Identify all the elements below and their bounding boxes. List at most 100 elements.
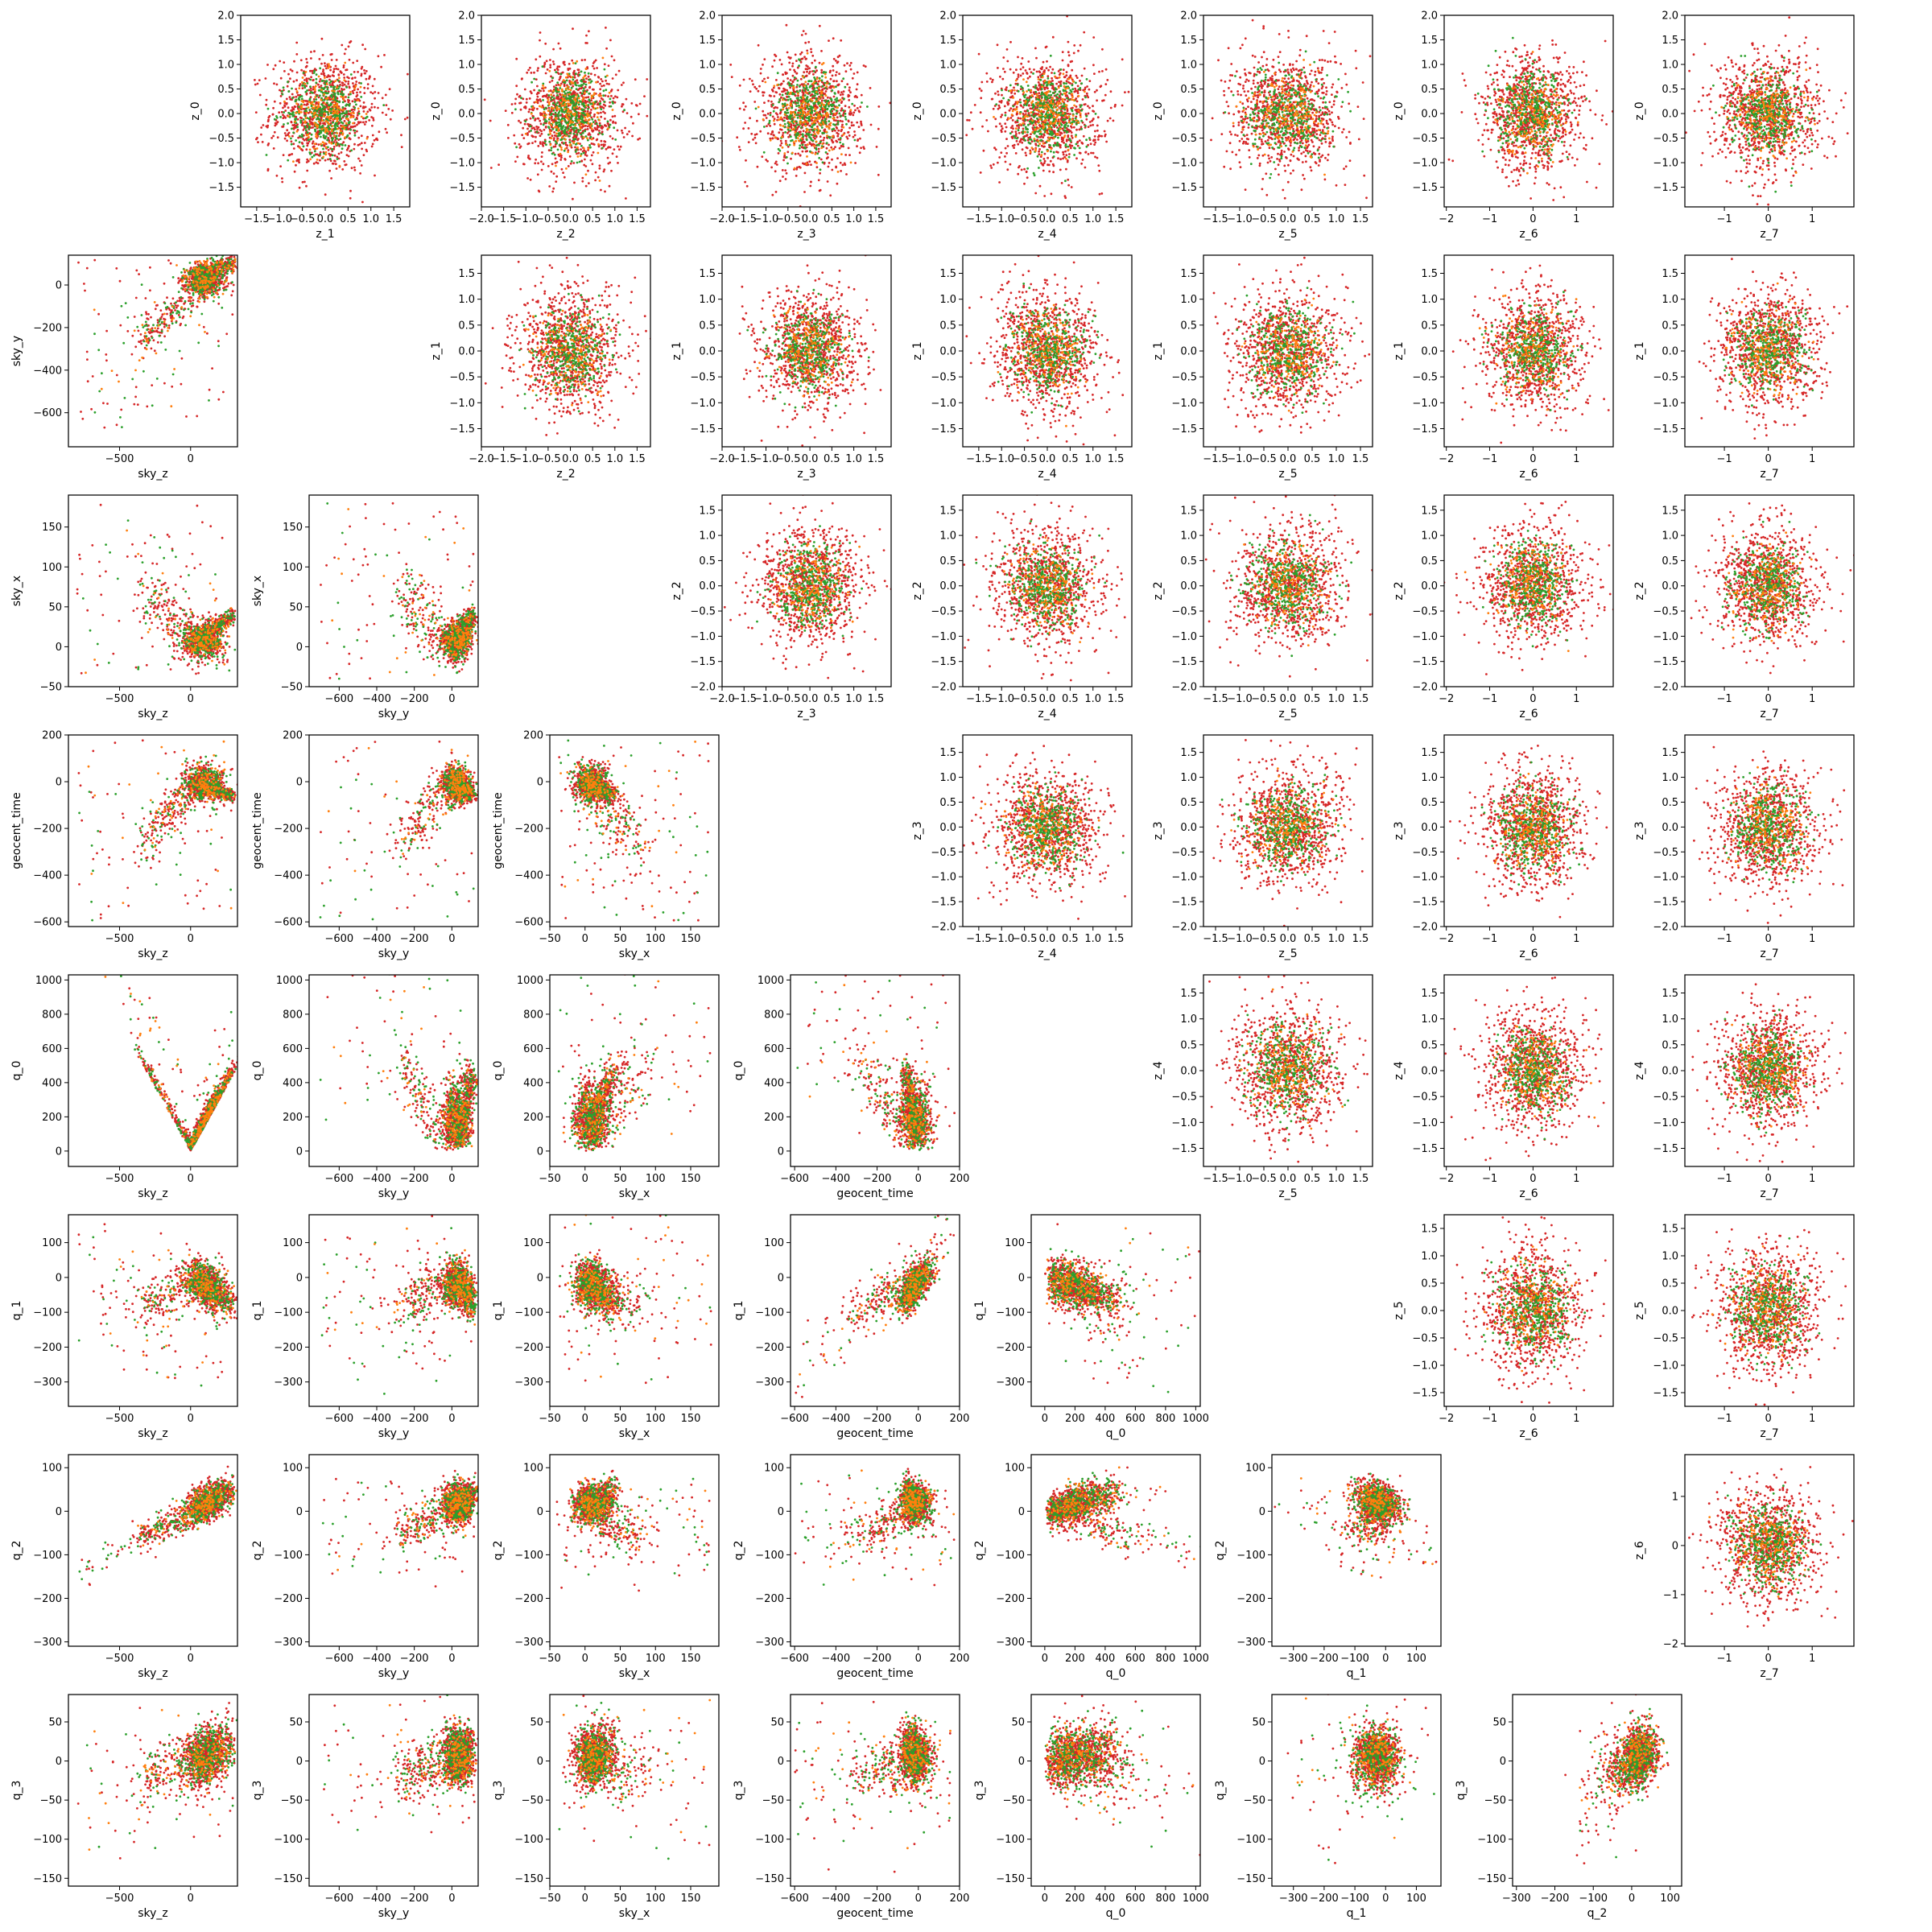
point (317, 105, 320, 107)
point (302, 181, 304, 184)
point (1024, 110, 1026, 113)
point (828, 102, 830, 105)
point (519, 122, 522, 124)
point (576, 79, 578, 81)
point (361, 134, 363, 137)
point (792, 80, 795, 83)
point (593, 68, 596, 70)
point (837, 121, 840, 123)
point (787, 146, 790, 148)
point (760, 72, 762, 75)
point (1090, 152, 1092, 155)
point (322, 105, 324, 107)
point (822, 114, 824, 117)
point (363, 154, 365, 156)
point (364, 142, 366, 144)
y-tick-label: 2.0 (458, 10, 475, 23)
point (1098, 71, 1100, 73)
point (355, 85, 357, 87)
point (806, 50, 808, 52)
point (786, 89, 788, 92)
point (840, 91, 843, 93)
point (336, 128, 339, 130)
point (305, 185, 308, 188)
point (591, 138, 593, 141)
point (1015, 68, 1018, 71)
point (341, 85, 344, 87)
point (582, 90, 584, 93)
point (349, 93, 352, 96)
point (828, 105, 830, 108)
point (318, 86, 320, 89)
point (341, 126, 344, 128)
point (309, 85, 312, 88)
point (530, 118, 532, 120)
point (597, 107, 599, 109)
point (556, 139, 559, 142)
point (329, 69, 332, 72)
point (323, 99, 325, 101)
point (353, 112, 355, 114)
point (323, 107, 325, 109)
point (317, 84, 320, 86)
point (576, 60, 578, 63)
point (354, 132, 357, 134)
point (838, 72, 840, 75)
point (808, 160, 811, 163)
point (567, 68, 569, 70)
point (346, 76, 349, 78)
point (258, 79, 261, 81)
point (803, 163, 806, 165)
point (782, 147, 784, 149)
point (565, 97, 568, 100)
point (836, 141, 838, 143)
point (572, 72, 575, 74)
point (826, 147, 828, 150)
point (816, 111, 819, 114)
point (807, 80, 810, 82)
point (345, 96, 347, 98)
point (337, 80, 340, 82)
point (594, 180, 597, 182)
point (543, 124, 545, 126)
point (847, 138, 849, 140)
point (1030, 133, 1032, 135)
point (407, 117, 409, 119)
x-axis-label: z_1 (316, 228, 334, 241)
point (837, 90, 840, 93)
point (823, 108, 825, 110)
point (824, 76, 827, 79)
point (583, 136, 585, 138)
point (282, 93, 284, 96)
point (813, 88, 815, 90)
point (327, 130, 329, 133)
point (773, 107, 775, 109)
point (331, 133, 333, 135)
point (835, 85, 837, 88)
point (547, 98, 550, 101)
point (359, 160, 361, 163)
scatter-points (484, 27, 668, 200)
point (568, 74, 570, 76)
point (386, 104, 388, 106)
point (359, 100, 361, 102)
point (318, 76, 320, 78)
point (828, 162, 831, 164)
point (359, 172, 361, 175)
point (610, 105, 613, 108)
point (818, 87, 820, 89)
point (843, 97, 845, 100)
point (532, 135, 535, 138)
point (826, 108, 828, 110)
point (555, 158, 557, 160)
point (291, 153, 293, 155)
point (289, 96, 291, 98)
point (305, 104, 308, 106)
point (585, 35, 588, 37)
point (259, 94, 262, 97)
point (336, 132, 338, 134)
point (539, 105, 541, 108)
point (308, 89, 311, 92)
point (750, 133, 753, 135)
point (597, 143, 600, 146)
